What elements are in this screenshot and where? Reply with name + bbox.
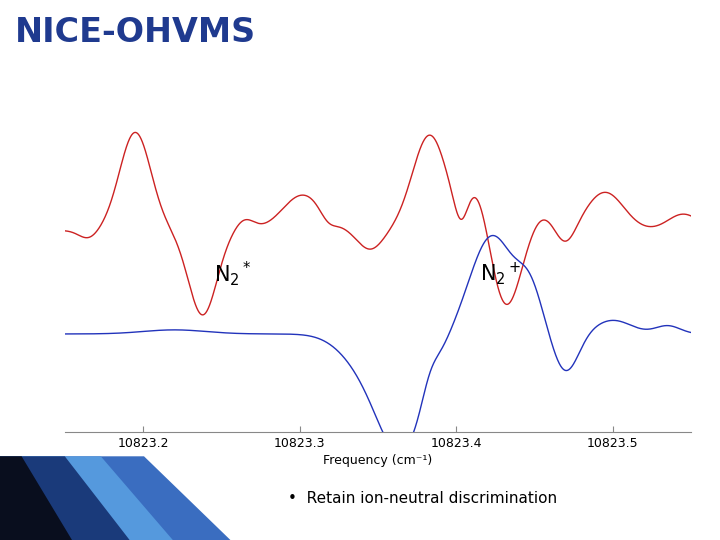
X-axis label: Frequency (cm⁻¹): Frequency (cm⁻¹) xyxy=(323,454,433,467)
Text: N$_2$$^*$: N$_2$$^*$ xyxy=(214,260,251,288)
Text: •  Retain ion-neutral discrimination: • Retain ion-neutral discrimination xyxy=(288,491,557,505)
Text: NICE-OHVMS: NICE-OHVMS xyxy=(14,16,256,49)
Polygon shape xyxy=(0,456,230,540)
Polygon shape xyxy=(0,456,72,540)
Text: N$_2$$^+$: N$_2$$^+$ xyxy=(480,261,521,287)
Polygon shape xyxy=(0,456,173,540)
Polygon shape xyxy=(0,456,130,540)
